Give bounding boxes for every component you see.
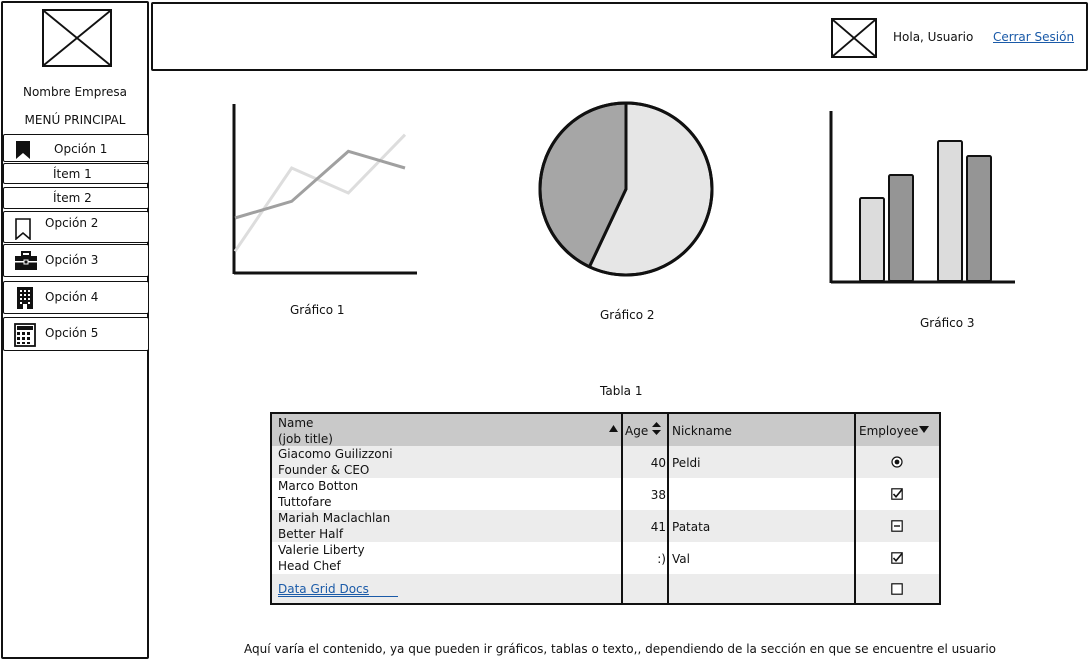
employee-checkbox-indeterminate[interactable]	[891, 520, 903, 532]
employee-checkbox-unchecked[interactable]	[891, 583, 903, 595]
bar-0-0	[859, 197, 885, 282]
user-greeting: Hola, Usuario	[893, 30, 974, 44]
employee-checkbox-checked[interactable]	[891, 552, 903, 564]
cell-job-title: Better Half	[278, 527, 344, 541]
cell-age: 41	[650, 520, 666, 534]
col-header-name[interactable]: Name	[278, 416, 314, 430]
col-header-nickname[interactable]: Nickname	[672, 424, 732, 438]
chart-1-label: Gráfico 1	[290, 303, 345, 317]
sidebar-item-label: Opción 2	[45, 216, 99, 230]
table-row[interactable]: Mariah Maclachlan Better Half 41 Patata	[272, 510, 939, 542]
company-logo-placeholder	[42, 9, 112, 67]
briefcase-icon	[15, 251, 37, 270]
pie-chart	[538, 101, 714, 277]
sidebar-item-label: Opción 3	[45, 253, 99, 267]
line-chart	[232, 104, 417, 275]
bar-1-1	[966, 155, 992, 282]
cell-nickname: Patata	[672, 520, 711, 534]
chart-2-label: Gráfico 2	[600, 308, 655, 322]
cell-job-title: Tuttofare	[278, 495, 332, 509]
table-title: Tabla 1	[600, 384, 643, 398]
column-divider	[854, 414, 856, 603]
sidebar-subitem-item-1[interactable]: Ítem 1	[3, 163, 149, 184]
cell-age: 40	[650, 456, 666, 470]
bar-0-1	[888, 174, 914, 282]
sidebar-item-label: Ítem 2	[53, 191, 92, 205]
sidebar-item-opcion-5[interactable]: Opción 5	[3, 317, 149, 351]
sidebar-item-opcion-1[interactable]: Opción 1	[3, 134, 149, 162]
employee-radio-selected[interactable]	[891, 456, 903, 468]
company-name: Nombre Empresa	[22, 85, 128, 99]
cell-name: Valerie Liberty	[278, 543, 365, 557]
chart-3-label: Gráfico 3	[920, 316, 975, 330]
bookmark-filled-icon	[16, 141, 30, 159]
bar-chart	[829, 111, 1015, 284]
building-icon	[17, 287, 33, 309]
chevron-down-icon[interactable]	[919, 426, 929, 433]
sidebar-subitem-item-2[interactable]: Ítem 2	[3, 187, 149, 209]
data-grid-docs-link[interactable]: Data Grid Docs	[278, 582, 369, 596]
calculator-icon	[14, 323, 36, 347]
cell-nickname: Val	[672, 552, 690, 566]
cell-job-title: Head Chef	[278, 559, 341, 573]
table-row[interactable]: Valerie Liberty Head Chef :) Val	[272, 542, 939, 574]
cell-age: 38	[650, 488, 666, 502]
user-avatar-placeholder	[831, 18, 877, 58]
image-placeholder-icon	[44, 11, 110, 65]
image-placeholder-icon	[833, 20, 875, 56]
menu-title: MENÚ PRINCIPAL	[24, 113, 126, 127]
sort-ascending-icon[interactable]	[609, 425, 618, 432]
sidebar-item-label: Opción 1	[54, 142, 108, 156]
sidebar-item-label: Opción 5	[45, 326, 99, 340]
top-header: Hola, Usuario Cerrar Sesión	[151, 2, 1088, 71]
bookmark-outline-icon	[15, 218, 31, 240]
employee-checkbox-checked[interactable]	[891, 488, 903, 500]
logout-link[interactable]: Cerrar Sesión	[993, 30, 1075, 44]
content-description: Aquí varía el contenido, ya que pueden i…	[244, 642, 997, 656]
sort-toggle-icon[interactable]	[652, 422, 661, 435]
table-row-footer: Data Grid Docs	[272, 574, 939, 603]
table-row[interactable]: Giacomo Guilizzoni Founder & CEO 40 Peld…	[272, 446, 939, 478]
cell-nickname: Peldi	[672, 456, 701, 470]
sidebar-item-label: Ítem 1	[53, 167, 92, 181]
grid-header: Name (job title) Age Nickname Employee	[272, 414, 939, 446]
line-series-medium	[234, 149, 406, 220]
pie-outline	[538, 101, 714, 277]
link-underline	[278, 596, 398, 597]
cell-name: Mariah Maclachlan	[278, 511, 391, 525]
line-series-dark	[233, 133, 407, 253]
data-grid: Name (job title) Age Nickname Employee G…	[270, 412, 941, 605]
column-divider	[667, 414, 669, 603]
column-divider	[621, 414, 623, 603]
bar-1-0	[937, 140, 963, 282]
sidebar-item-label: Opción 4	[45, 290, 99, 304]
sidebar: Nombre Empresa MENÚ PRINCIPAL Opción 1 Í…	[1, 1, 149, 659]
col-header-name-sub: (job title)	[278, 432, 333, 446]
cell-age: :)	[657, 552, 666, 566]
sidebar-item-opcion-3[interactable]: Opción 3	[3, 244, 149, 277]
sidebar-item-opcion-4[interactable]: Opción 4	[3, 281, 149, 314]
cell-name: Marco Botton	[278, 479, 359, 493]
col-header-employee[interactable]: Employee	[859, 424, 919, 438]
sidebar-item-opcion-2[interactable]: Opción 2	[3, 211, 149, 243]
table-row[interactable]: Marco Botton Tuttofare 38	[272, 478, 939, 510]
cell-job-title: Founder & CEO	[278, 463, 370, 477]
cell-name: Giacomo Guilizzoni	[278, 447, 393, 461]
col-header-age[interactable]: Age	[625, 424, 649, 438]
